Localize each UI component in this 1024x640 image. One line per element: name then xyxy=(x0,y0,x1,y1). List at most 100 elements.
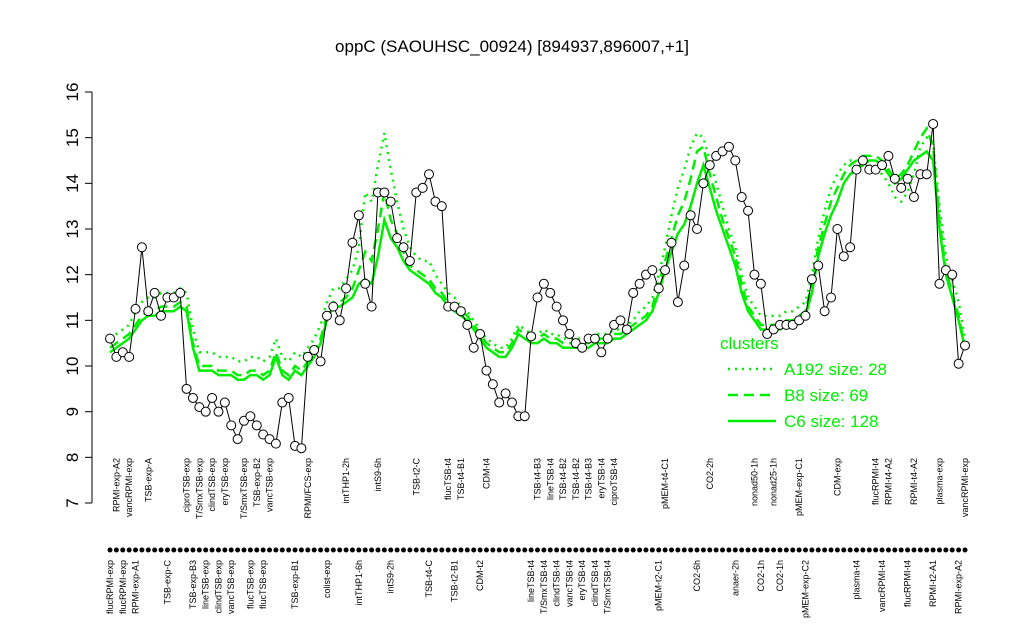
rug-point xyxy=(477,547,483,553)
rug-point xyxy=(407,547,413,553)
rug-point xyxy=(158,547,164,553)
rug-point xyxy=(152,547,158,553)
y-tick-label: 15 xyxy=(63,128,82,147)
rug-point xyxy=(573,547,579,553)
data-point xyxy=(883,150,894,161)
data-point xyxy=(558,315,569,326)
y-tick-label: 8 xyxy=(63,453,82,462)
x-tick-label: eryTSB-t4 xyxy=(577,560,587,601)
x-tick-label: pMEM-exp-C2 xyxy=(800,560,810,618)
data-point xyxy=(251,420,262,431)
rug-point xyxy=(885,547,891,553)
rug-point xyxy=(751,547,757,553)
x-tick-label: TSB-t4-B3 xyxy=(533,458,543,500)
x-tick-label: flucRPMI-exp xyxy=(118,560,128,614)
rug-point xyxy=(401,547,407,553)
x-tick-label: plasma-t4 xyxy=(852,560,862,600)
x-tick-label: eryTSB-exp xyxy=(220,458,230,506)
data-point xyxy=(736,192,747,203)
data-point xyxy=(417,182,428,193)
rug-point xyxy=(592,547,598,553)
x-tick-label: pMEM-t4-C1 xyxy=(660,458,670,509)
rug-point xyxy=(330,547,336,553)
rug-point xyxy=(420,547,426,553)
rug-point xyxy=(515,547,521,553)
data-point xyxy=(602,333,613,344)
rug-point xyxy=(145,547,151,553)
rug-point xyxy=(790,547,796,553)
data-point xyxy=(309,345,320,356)
rug-point xyxy=(879,547,885,553)
x-tick-label: CDM-t4 xyxy=(481,458,491,489)
rug-point xyxy=(668,547,674,553)
rug-point xyxy=(630,547,636,553)
rug-point xyxy=(483,547,489,553)
rug-point xyxy=(566,547,572,553)
x-tick-label: TSB-exp-C xyxy=(162,560,172,605)
rug-point xyxy=(917,547,923,553)
data-point xyxy=(845,242,856,253)
data-point xyxy=(124,351,135,362)
data-point xyxy=(175,287,186,298)
data-point xyxy=(660,265,671,276)
x-tick-label: eryTSB-t4 xyxy=(596,458,606,499)
rug-point xyxy=(254,547,260,553)
rug-point xyxy=(267,547,273,553)
rug-point xyxy=(356,547,362,553)
data-point xyxy=(685,210,696,221)
data-point xyxy=(494,397,505,408)
rug-point xyxy=(203,547,209,553)
rug-point xyxy=(228,547,234,553)
data-point xyxy=(270,438,281,449)
rug-point xyxy=(771,547,777,553)
data-point xyxy=(500,388,511,399)
data-point xyxy=(232,434,243,445)
data-point xyxy=(105,333,115,344)
x-tick-label: vancRPMI-exp xyxy=(960,458,970,517)
rug-point xyxy=(458,547,464,553)
rug-point xyxy=(949,547,955,553)
rug-point xyxy=(624,547,630,553)
data-point xyxy=(532,292,543,303)
data-point xyxy=(353,210,364,221)
data-point xyxy=(468,342,479,353)
rug-point xyxy=(815,547,821,553)
data-point xyxy=(666,237,677,248)
rug-point xyxy=(873,547,879,553)
rug-point xyxy=(637,547,643,553)
data-point xyxy=(615,315,626,326)
rug-point xyxy=(598,547,604,553)
rug-point xyxy=(707,547,713,553)
rug-point xyxy=(554,547,560,553)
x-tick-label: clindTSB-t4 xyxy=(552,560,562,607)
legend-title: clusters xyxy=(720,334,779,353)
data-point xyxy=(902,173,913,184)
rug-point xyxy=(643,547,649,553)
rug-point xyxy=(796,547,802,553)
x-tick-label: TSB-exp-B1 xyxy=(290,560,300,609)
data-point xyxy=(385,196,396,207)
y-tick-label: 14 xyxy=(63,174,82,193)
data-point xyxy=(283,392,294,403)
chart-title: oppC (SAOUHSC_00924) [894937,896007,+1] xyxy=(335,37,689,56)
data-point xyxy=(672,297,683,308)
x-tick-label: T/SmxTSB-exp xyxy=(239,458,249,519)
cluster-line xyxy=(109,149,967,382)
data-point xyxy=(245,411,256,422)
x-tick-label: TSB-exp-A xyxy=(143,458,153,502)
rug-point xyxy=(675,547,681,553)
x-tick-label: RPMI/FCS-exp xyxy=(303,458,313,519)
rug-point xyxy=(177,547,183,553)
rug-point xyxy=(273,547,279,553)
x-tick-label: RPMI-exp-A2 xyxy=(954,560,964,614)
x-tick-label: CO2-1h xyxy=(756,560,766,592)
x-tick-label: TSB-t4-B2 xyxy=(571,458,581,500)
x-tick-label: RPMI-t4-A2 xyxy=(909,458,919,505)
rug-point xyxy=(349,547,355,553)
data-point xyxy=(832,224,843,234)
rug-point xyxy=(547,547,553,553)
rug-point xyxy=(656,547,662,553)
rug-point xyxy=(190,547,196,553)
rug-point xyxy=(241,547,247,553)
